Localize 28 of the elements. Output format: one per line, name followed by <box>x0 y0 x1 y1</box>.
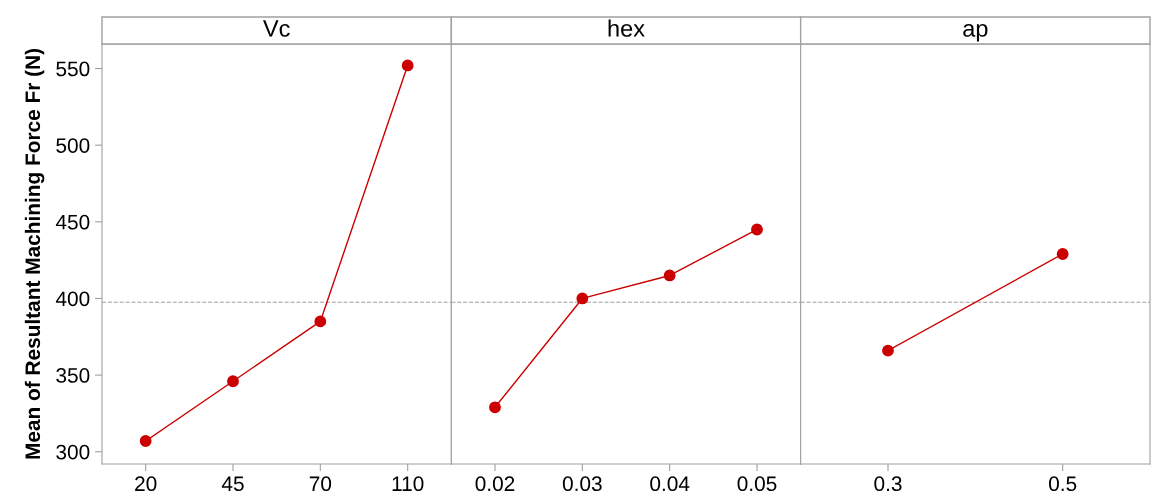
x-tick-label: 20 <box>135 476 157 492</box>
y-axis-title: Mean of Resultant Machining Force Fr (N) <box>24 48 45 459</box>
point <box>751 223 763 236</box>
x-tick-label: 0.05 <box>737 476 777 492</box>
y-tick-label: 550 <box>56 61 90 77</box>
point <box>663 269 676 282</box>
chart-title: ap <box>963 23 988 42</box>
x-tick-label: 0.03 <box>562 476 602 492</box>
point <box>401 59 414 72</box>
y-tick-label: 500 <box>56 138 90 153</box>
x-tick-label: 0.04 <box>650 476 690 492</box>
point <box>314 315 327 328</box>
x-tick-label: 0.02 <box>475 476 515 492</box>
point <box>139 435 152 447</box>
point <box>489 401 501 414</box>
x-tick-label: 45 <box>221 476 244 492</box>
y-tick-label: 400 <box>55 291 90 307</box>
chart-title: Vc <box>262 20 290 37</box>
x-tick-label: 110 <box>392 476 424 492</box>
y-tick-label: 350 <box>56 368 90 383</box>
x-tick-label: 70 <box>309 476 332 492</box>
chart-title: hex <box>608 19 645 37</box>
x-tick-label: 0.3 <box>874 476 902 492</box>
x-tick-label: 0.5 <box>1049 476 1077 492</box>
point <box>227 375 239 388</box>
y-tick-label: 450 <box>55 214 90 230</box>
point <box>576 292 589 305</box>
y-tick-label: 300 <box>56 444 90 460</box>
